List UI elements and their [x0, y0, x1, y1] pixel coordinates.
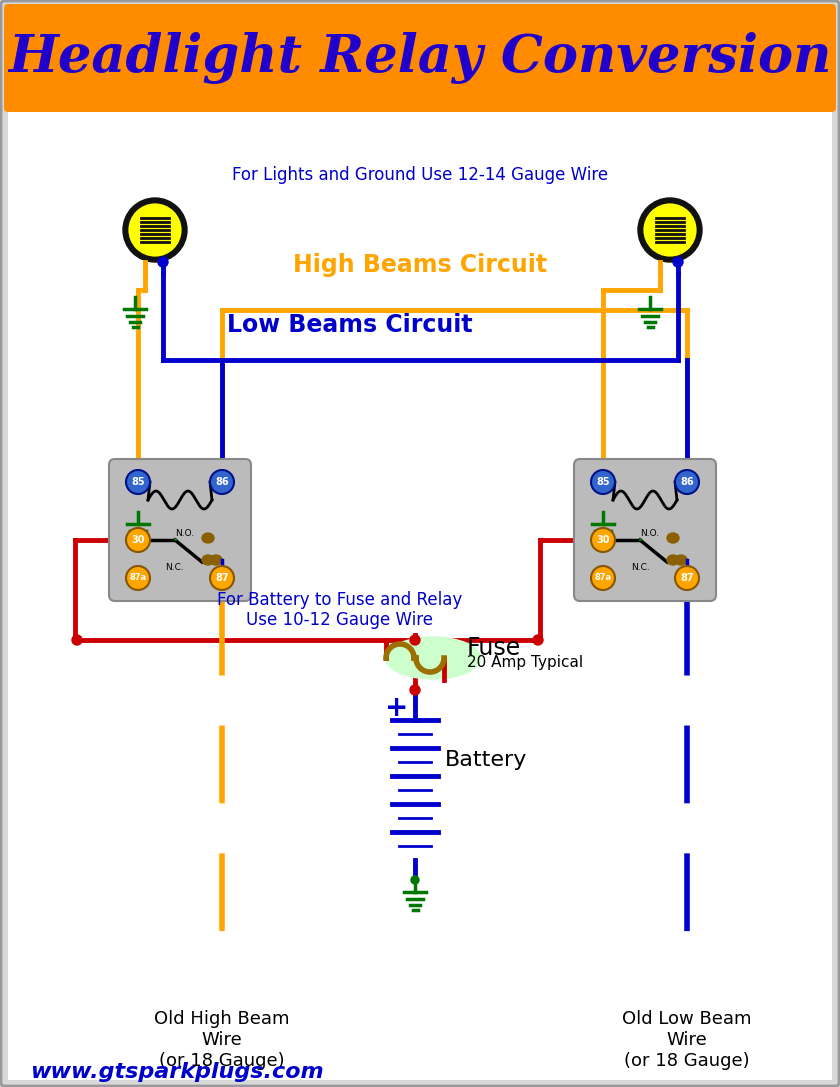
Circle shape: [675, 566, 699, 590]
Circle shape: [158, 257, 168, 267]
Text: N.C.: N.C.: [631, 563, 649, 573]
Text: For Lights and Ground Use 12-14 Gauge Wire: For Lights and Ground Use 12-14 Gauge Wi…: [232, 166, 608, 184]
Circle shape: [591, 470, 615, 493]
Circle shape: [591, 566, 615, 590]
Circle shape: [533, 635, 543, 645]
Text: For Battery to Fuse and Relay
Use 10-12 Gauge Wire: For Battery to Fuse and Relay Use 10-12 …: [218, 590, 463, 629]
Circle shape: [673, 257, 683, 267]
Circle shape: [126, 470, 150, 493]
Circle shape: [638, 198, 702, 262]
Text: Old Low Beam
Wire
(or 18 Gauge): Old Low Beam Wire (or 18 Gauge): [622, 1010, 752, 1070]
Text: 20 Amp Typical: 20 Amp Typical: [467, 654, 583, 670]
Ellipse shape: [202, 555, 214, 565]
Circle shape: [410, 635, 420, 645]
Text: Low Beams Circuit: Low Beams Circuit: [227, 313, 473, 337]
Text: 86: 86: [215, 477, 228, 487]
Circle shape: [126, 528, 150, 552]
Text: Old High Beam
Wire
(or 18 Gauge): Old High Beam Wire (or 18 Gauge): [155, 1010, 290, 1070]
Text: 87: 87: [215, 573, 228, 583]
Circle shape: [127, 202, 183, 258]
Text: 87a: 87a: [595, 574, 612, 583]
Ellipse shape: [675, 555, 687, 565]
Circle shape: [642, 202, 698, 258]
Circle shape: [591, 528, 615, 552]
Text: Fuse: Fuse: [467, 636, 522, 660]
FancyBboxPatch shape: [109, 459, 251, 601]
Text: 30: 30: [131, 535, 144, 545]
Text: 87: 87: [680, 573, 694, 583]
Ellipse shape: [210, 555, 222, 565]
Circle shape: [210, 470, 234, 493]
Text: Battery: Battery: [445, 750, 528, 770]
Circle shape: [126, 566, 150, 590]
FancyBboxPatch shape: [574, 459, 716, 601]
Text: 86: 86: [680, 477, 694, 487]
Text: Headlight Relay Conversion: Headlight Relay Conversion: [8, 32, 832, 84]
Text: N.O.: N.O.: [640, 528, 659, 537]
Text: 87a: 87a: [129, 574, 146, 583]
Circle shape: [410, 685, 420, 695]
Text: +: +: [386, 694, 409, 722]
Text: N.O.: N.O.: [176, 528, 195, 537]
FancyBboxPatch shape: [8, 112, 832, 1080]
Text: 85: 85: [131, 477, 144, 487]
Circle shape: [675, 470, 699, 493]
Text: 85: 85: [596, 477, 610, 487]
Text: 30: 30: [596, 535, 610, 545]
Text: www.gtsparkplugs.com: www.gtsparkplugs.com: [30, 1062, 323, 1082]
Circle shape: [210, 566, 234, 590]
Ellipse shape: [202, 533, 214, 544]
Ellipse shape: [667, 533, 679, 544]
Circle shape: [123, 198, 187, 262]
Ellipse shape: [386, 637, 480, 679]
Text: N.C.: N.C.: [165, 563, 184, 573]
FancyBboxPatch shape: [4, 4, 836, 112]
Ellipse shape: [667, 555, 679, 565]
Circle shape: [72, 635, 82, 645]
Circle shape: [411, 876, 419, 884]
Text: High Beams Circuit: High Beams Circuit: [293, 253, 547, 277]
